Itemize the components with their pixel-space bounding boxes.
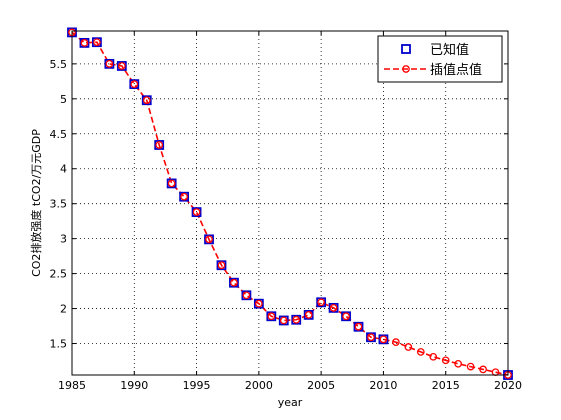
interpolated-value-marker [217,261,226,270]
interpolated-value-marker [80,39,89,47]
legend-square-marker [401,44,411,54]
x-tick-label: 2010 [369,379,397,392]
interpolated-value-marker [267,312,276,321]
series-layer [67,27,513,380]
plot-background [72,31,508,375]
y-tick-label: 3 [60,233,67,246]
known-value-marker [366,332,376,343]
interpolated-value-marker [392,338,400,346]
known-value-marker [104,58,115,69]
known-value-marker [129,79,140,90]
interpolated-value-marker [429,352,438,361]
legend: 已知值 插值点值 [377,35,503,83]
interpolated-value-marker [117,62,126,70]
known-value-marker [316,297,327,308]
known-value-marker [141,95,152,106]
interpolated-value-marker [167,179,176,188]
known-value-marker [191,207,202,217]
x-tick-label: 2005 [307,379,335,392]
known-value-marker [92,37,102,48]
interpolated-value-marker [354,322,363,331]
y-tick-label: 4.5 [50,128,68,141]
x-tick-label: 1990 [120,379,148,392]
interpolated-value-marker [105,60,114,68]
axis-ticks: 1985 1990 1995 2000 2005 2010 2015 2020 1.5 2 2.5 3… [50,31,522,392]
interpolated-value-marker [416,348,425,356]
x-tick-label: 1995 [183,379,211,392]
y-tick-label: 4 [60,163,67,176]
interpolated-value-marker [93,38,101,47]
known-value-marker [253,298,264,309]
known-value-marker [278,315,289,326]
interpolated-value-marker [205,235,213,244]
y-tick-label: 2.5 [50,268,68,281]
known-value-marker [154,140,165,150]
interpolated-value-marker [292,315,301,324]
x-axis-label: year [278,396,303,409]
interpolated-value-marker [142,96,151,105]
known-value-marker [341,311,351,322]
y-tick-label: 1.5 [50,338,68,351]
legend-symbol-known [401,44,411,54]
known-value-marker [353,321,364,332]
interpolated-value-marker [304,311,313,319]
interpolated-value-marker [192,208,201,216]
interpolated-value-marker [367,333,375,342]
y-tick-label: 5.5 [50,58,68,71]
interpolated-value-marker [441,356,450,365]
interpolated-value-marker [379,335,388,344]
known-value-marker [241,290,252,301]
x-tick-label: 2020 [494,379,522,392]
interpolated-value-marker [466,362,475,371]
legend-label-known: 已知值 [430,42,469,58]
known-value-marker [303,309,314,320]
interpolated-value-marker [255,299,263,308]
x-tick-label: 2000 [245,379,273,392]
known-value-marker [179,191,190,202]
known-value-marker [378,334,389,345]
known-value-marker [229,277,239,288]
interpolated-value-marker [404,343,413,351]
legend-symbol-interpolated [384,65,428,73]
known-value-marker [216,260,227,271]
known-value-marker [116,61,127,71]
interpolated-value-marker [329,304,338,312]
legend-label-interpolated: 插值点值 [430,62,482,78]
interpolated-value-marker [230,278,238,287]
plot-frame [71,30,509,376]
interpolated-value-marker [479,365,487,374]
interpolated-value-marker [130,80,139,88]
legend-circle-marker [402,65,410,73]
known-value-marker [266,311,277,322]
grid [72,31,508,375]
legend-box [377,35,503,83]
known-value-marker [328,302,339,313]
x-tick-label: 2015 [432,379,460,392]
x-tick-label: 1985 [58,379,86,392]
y-tick-label: 3.5 [50,198,68,211]
interpolated-value-marker [180,192,188,201]
known-value-marker [291,314,302,325]
interpolated-value-marker [155,141,164,149]
interpolated-value-marker [242,291,251,300]
known-value-marker [166,178,177,189]
interpolated-value-marker [279,316,288,325]
interpolated-series-line [71,31,509,376]
y-axis-label: CO2排放强度 tCO2/万元GDP [29,129,43,277]
interpolated-value-marker [342,312,350,321]
interpolated-value-marker [454,359,463,368]
interpolated-value-marker [317,298,325,307]
y-tick-label: 2 [60,303,67,316]
y-tick-label: 5 [60,93,67,106]
known-value-marker [79,37,90,48]
known-value-marker [204,234,214,245]
